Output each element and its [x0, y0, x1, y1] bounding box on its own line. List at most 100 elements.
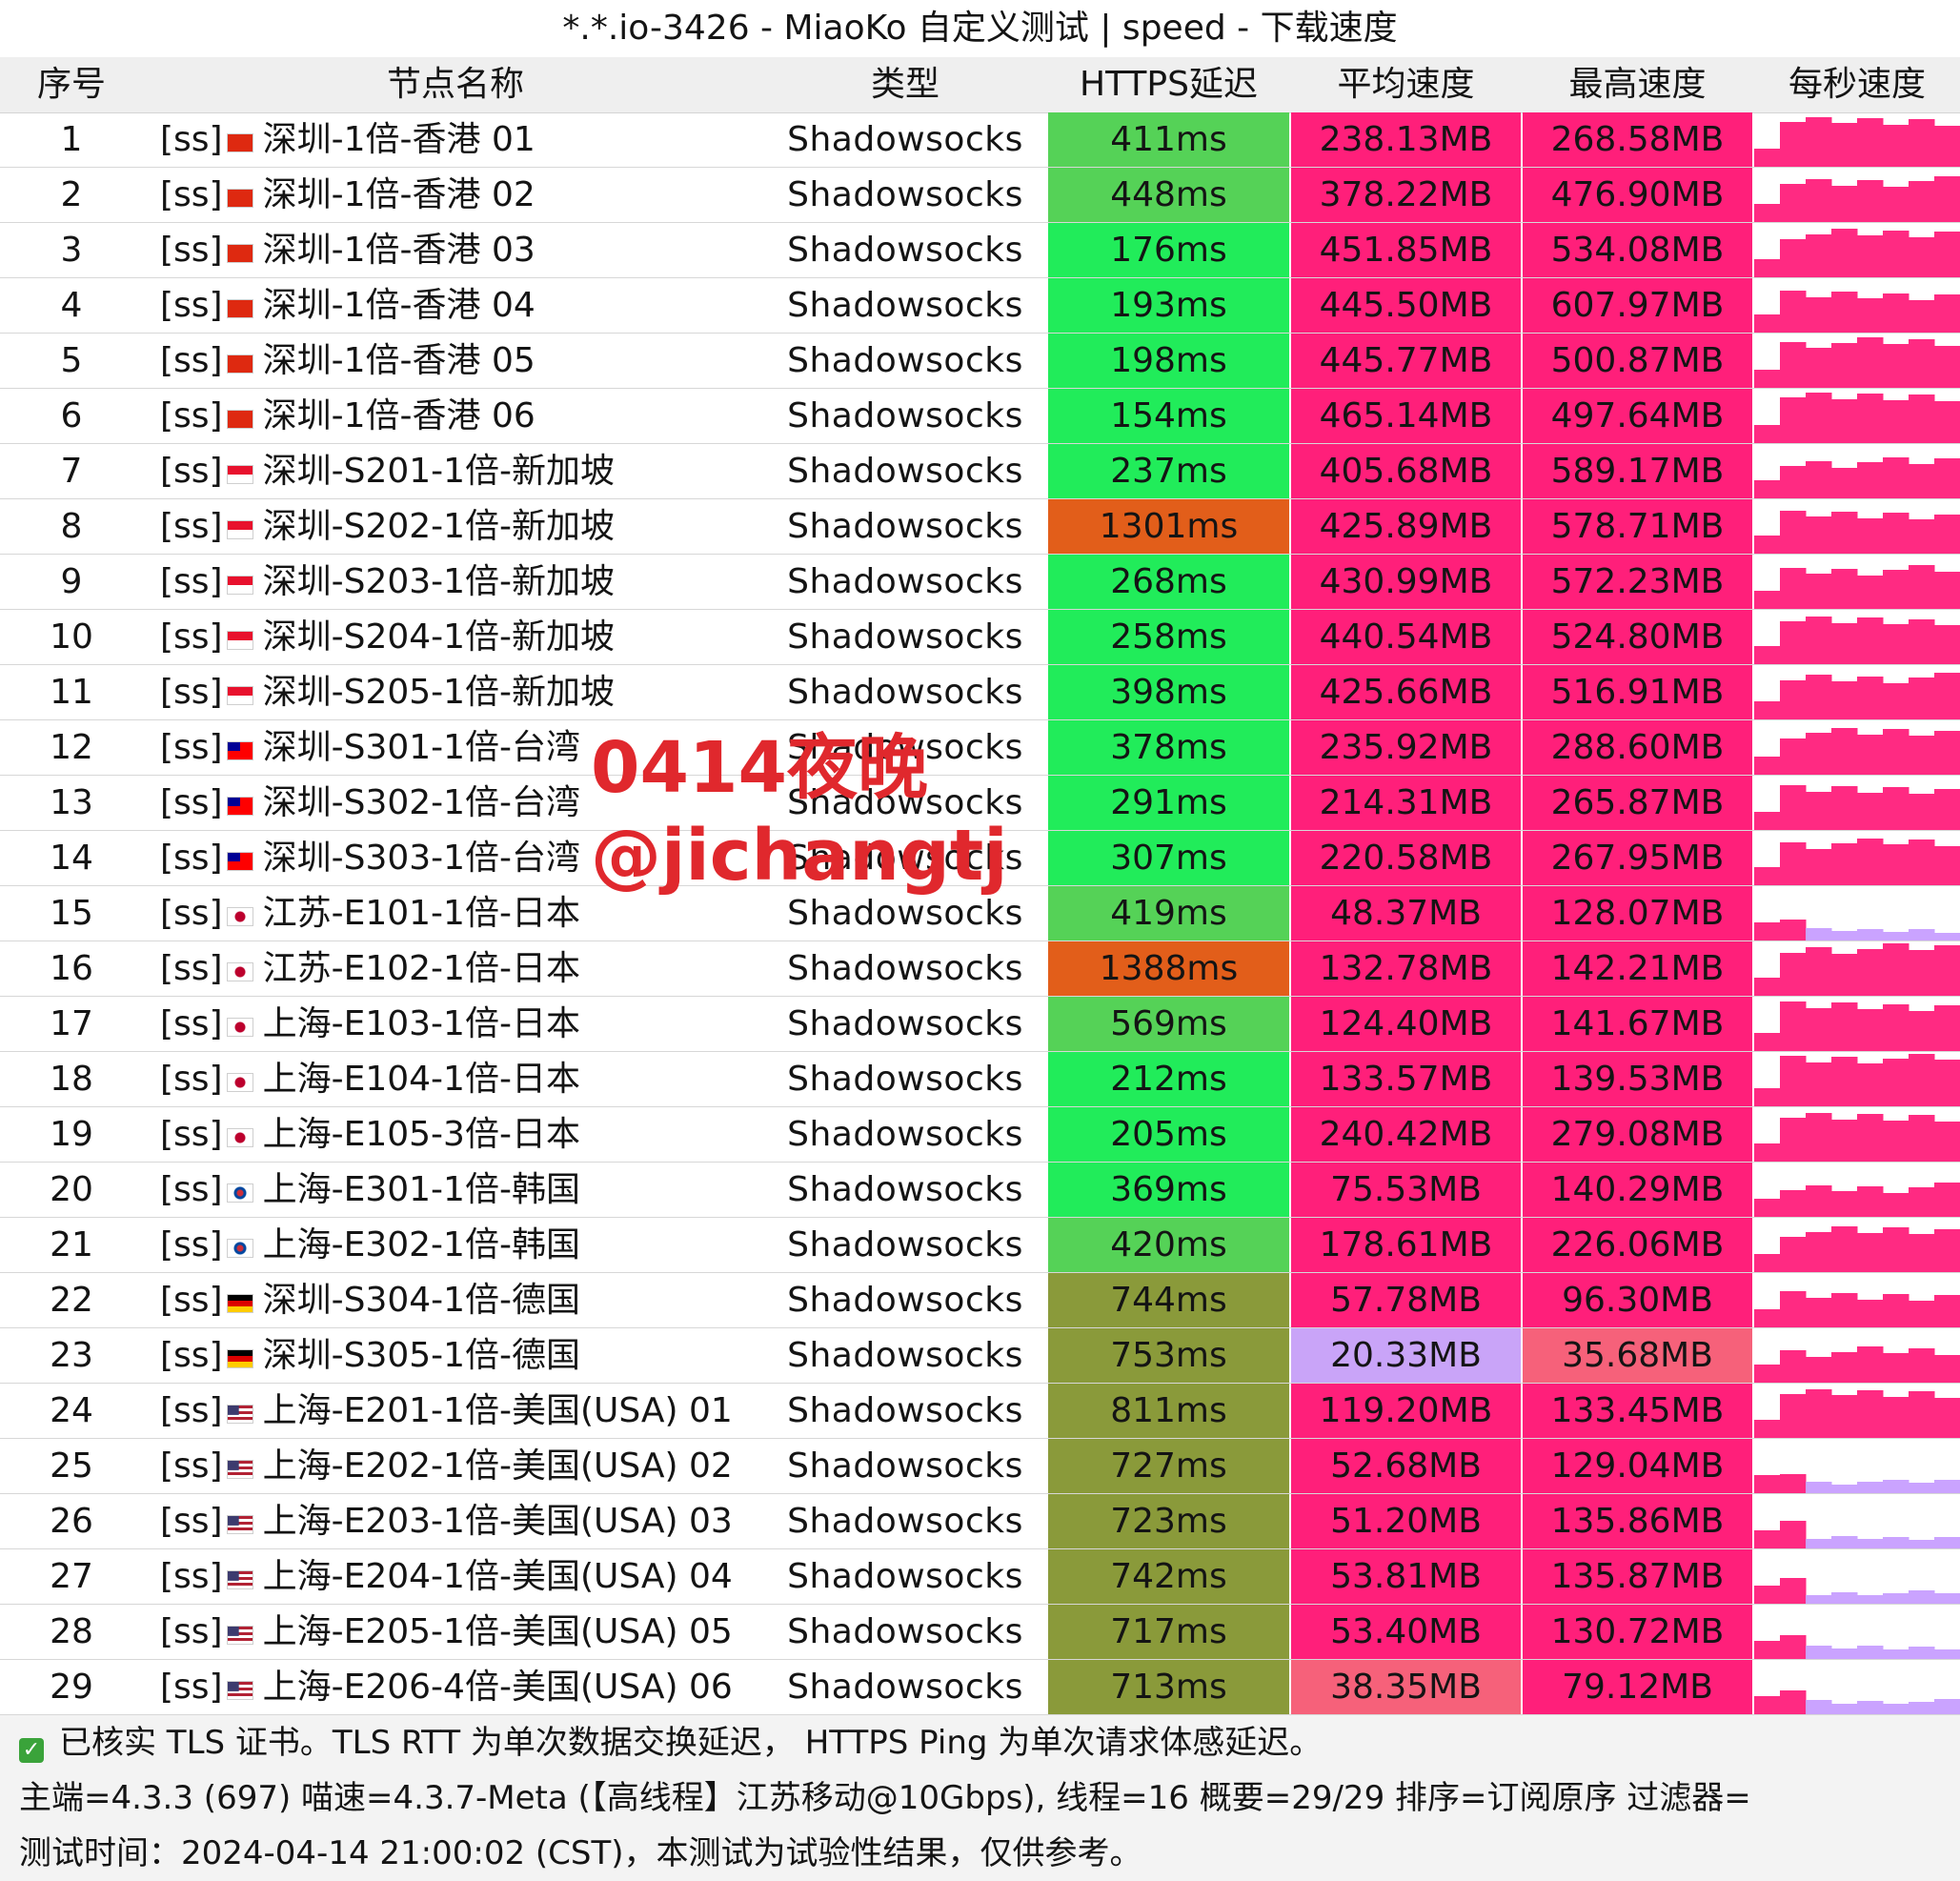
sparkline-chart: [1754, 943, 1960, 996]
header-per-second[interactable]: 每秒速度: [1788, 65, 1926, 104]
sparkline-bar: [1831, 843, 1858, 885]
sparkline-chart: [1754, 785, 1960, 830]
sparkline-bar: [1909, 839, 1935, 885]
table-row[interactable]: 4 [ss] 深圳-1倍-香港 04 Shadowsocks 193ms 445.50MB…: [0, 278, 1960, 334]
per-second-sparkline: [1754, 1605, 1960, 1659]
node-name-cell: [ss] 深圳-1倍-香港 03: [160, 223, 751, 277]
sparkline-bar: [1934, 1480, 1960, 1493]
sparkline-bar: [1934, 176, 1960, 222]
sparkline-bar: [1857, 1186, 1884, 1217]
table-row[interactable]: 11 [ss] 深圳-S205-1倍-新加坡 Shadowsocks 398ms 425.…: [0, 665, 1960, 720]
sparkline-bar: [1883, 729, 1909, 775]
row-index: 24: [50, 1391, 93, 1430]
table-row[interactable]: 3 [ss] 深圳-1倍-香港 03 Shadowsocks 176ms 451.85MB…: [0, 223, 1960, 278]
table-row[interactable]: 9 [ss] 深圳-S203-1倍-新加坡 Shadowsocks 268ms 430.9…: [0, 555, 1960, 610]
header-latency[interactable]: HTTPS延迟: [1080, 65, 1258, 104]
header-index[interactable]: 序号: [36, 65, 106, 104]
sparkline-bar: [1780, 342, 1807, 388]
table-row[interactable]: 12 [ss] 深圳-S301-1倍-台湾 Shadowsocks 378ms 235.9…: [0, 720, 1960, 776]
node-protocol-tag: [ss]: [160, 673, 223, 712]
table-row[interactable]: 27 [ss] 上海-E204-1倍-美国(USA) 04 Shadowsocks 74…: [0, 1549, 1960, 1605]
table-row[interactable]: 5 [ss] 深圳-1倍-香港 05 Shadowsocks 198ms 445.77MB…: [0, 334, 1960, 389]
per-second-sparkline: [1754, 1549, 1960, 1604]
sparkline-bar: [1909, 1647, 1935, 1659]
per-second-sparkline: [1754, 831, 1960, 885]
table-row[interactable]: 1 [ss] 深圳-1倍-香港 01 Shadowsocks 411ms 238.13MB…: [0, 112, 1960, 168]
sparkline-chart: [1754, 1346, 1960, 1383]
node-type: Shadowsocks: [787, 783, 1023, 822]
sparkline-bar: [1831, 1191, 1858, 1217]
sparkline-bar: [1754, 757, 1781, 775]
table-row[interactable]: 13 [ss] 深圳-S302-1倍-台湾 Shadowsocks 291ms 214.3…: [0, 776, 1960, 831]
flag-jp-icon: [226, 1128, 253, 1147]
table-row[interactable]: 10 [ss] 深圳-S204-1倍-新加坡 Shadowsocks 258ms 440.…: [0, 610, 1960, 665]
table-row[interactable]: 21 [ss] 上海-E302-1倍-韩国 Shadowsocks 420ms 178.6…: [0, 1218, 1960, 1273]
avg-speed-cell: 48.37MB: [1291, 886, 1521, 940]
max-speed-cell: 516.91MB: [1523, 665, 1752, 719]
row-index: 3: [60, 231, 83, 270]
node-name: 深圳-S301-1倍-台湾: [262, 728, 581, 767]
table-row[interactable]: 7 [ss] 深圳-S201-1倍-新加坡 Shadowsocks 237ms 405.6…: [0, 444, 1960, 499]
sparkline-chart: [1754, 1183, 1960, 1217]
avg-speed-cell: 214.31MB: [1291, 776, 1521, 830]
table-row[interactable]: 19 [ss] 上海-E105-3倍-日本 Shadowsocks 205ms 240.4…: [0, 1107, 1960, 1163]
table-row[interactable]: 28 [ss] 上海-E205-1倍-美国(USA) 05 Shadowsocks 71…: [0, 1605, 1960, 1660]
row-index: 29: [50, 1668, 93, 1707]
table-row[interactable]: 14 [ss] 深圳-S303-1倍-台湾 Shadowsocks 307ms 220.5…: [0, 831, 1960, 886]
sparkline-bar: [1934, 458, 1960, 498]
latency-cell: 448ms: [1048, 168, 1289, 222]
sparkline-bar: [1857, 337, 1884, 388]
sparkline-bar: [1934, 1355, 1960, 1383]
table-row[interactable]: 25 [ss] 上海-E202-1倍-美国(USA) 02 Shadowsocks 72…: [0, 1439, 1960, 1494]
node-type: Shadowsocks: [787, 507, 1023, 546]
table-row[interactable]: 29 [ss] 上海-E206-4倍-美国(USA) 06 Shadowsocks 71…: [0, 1660, 1960, 1715]
sparkline-bar: [1806, 461, 1832, 498]
avg-speed-cell: 52.68MB: [1291, 1439, 1521, 1493]
sparkline-bar: [1909, 339, 1935, 388]
table-row[interactable]: 23 [ss] 深圳-S305-1倍-德国 Shadowsocks 753ms 20.33…: [0, 1328, 1960, 1384]
table-row[interactable]: 15 [ss] 江苏-E101-1倍-日本 Shadowsocks 419ms 48.37…: [0, 886, 1960, 941]
table-row[interactable]: 18 [ss] 上海-E104-1倍-日本 Shadowsocks 212ms 133.5…: [0, 1052, 1960, 1107]
sparkline-bar: [1754, 1088, 1781, 1106]
table-row[interactable]: 20 [ss] 上海-E301-1倍-韩国 Shadowsocks 369ms 75.53…: [0, 1163, 1960, 1218]
header-name[interactable]: 节点名称: [386, 65, 524, 104]
sparkline-bar: [1831, 786, 1858, 830]
sparkline-bar: [1806, 1232, 1832, 1272]
table-row[interactable]: 8 [ss] 深圳-S202-1倍-新加坡 Shadowsocks 1301ms 425.…: [0, 499, 1960, 555]
avg-speed-cell: 445.77MB: [1291, 334, 1521, 388]
header-max-speed[interactable]: 最高速度: [1568, 65, 1707, 104]
node-type: Shadowsocks: [787, 1557, 1023, 1596]
max-speed-cell: 141.67MB: [1523, 997, 1752, 1051]
sparkline-chart: [1754, 1635, 1960, 1659]
sparkline-bar: [1754, 1199, 1781, 1217]
node-name: 深圳-S305-1倍-德国: [262, 1336, 581, 1375]
sparkline-bar: [1857, 1233, 1884, 1272]
header-avg-speed[interactable]: 平均速度: [1337, 65, 1475, 104]
sparkline-bar: [1806, 1062, 1832, 1106]
node-protocol-tag: [ss]: [160, 1060, 223, 1099]
per-second-sparkline: [1754, 555, 1960, 609]
footer-line-1: 已核实 TLS 证书。TLS RTT 为单次数据交换延迟， HTTPS Ping…: [59, 1724, 1323, 1762]
table-row[interactable]: 2 [ss] 深圳-1倍-香港 02 Shadowsocks 448ms 378.22MB…: [0, 168, 1960, 223]
node-name: 深圳-1倍-香港 02: [262, 175, 535, 214]
sparkline-bar: [1934, 673, 1960, 719]
table-row[interactable]: 16 [ss] 江苏-E102-1倍-日本 Shadowsocks 1388ms 132.…: [0, 941, 1960, 997]
sparkline-bar: [1780, 1291, 1807, 1327]
node-protocol-tag: [ss]: [160, 1281, 223, 1320]
table-row[interactable]: 26 [ss] 上海-E203-1倍-美国(USA) 03 Shadowsocks 72…: [0, 1494, 1960, 1549]
node-protocol-tag: [ss]: [160, 839, 223, 878]
header-type[interactable]: 类型: [870, 65, 940, 104]
table-row[interactable]: 22 [ss] 深圳-S304-1倍-德国 Shadowsocks 744ms 57.78…: [0, 1273, 1960, 1328]
flag-de-icon: [226, 1294, 253, 1313]
sparkline-bar: [1934, 1183, 1960, 1217]
node-name-cell: [ss] 深圳-S301-1倍-台湾: [160, 720, 751, 775]
node-type: Shadowsocks: [787, 1281, 1023, 1320]
table-row[interactable]: 24 [ss] 上海-E201-1倍-美国(USA) 01 Shadowsocks 81…: [0, 1384, 1960, 1439]
node-name-cell: [ss] 深圳-1倍-香港 01: [160, 112, 751, 167]
max-speed-cell: 267.95MB: [1523, 831, 1752, 885]
node-type: Shadowsocks: [787, 1446, 1023, 1486]
table-row[interactable]: 17 [ss] 上海-E103-1倍-日本 Shadowsocks 569ms 124.4…: [0, 997, 1960, 1052]
table-row[interactable]: 6 [ss] 深圳-1倍-香港 06 Shadowsocks 154ms 465.14MB…: [0, 389, 1960, 444]
node-type: Shadowsocks: [787, 1668, 1023, 1707]
node-name: 深圳-S203-1倍-新加坡: [262, 562, 616, 601]
